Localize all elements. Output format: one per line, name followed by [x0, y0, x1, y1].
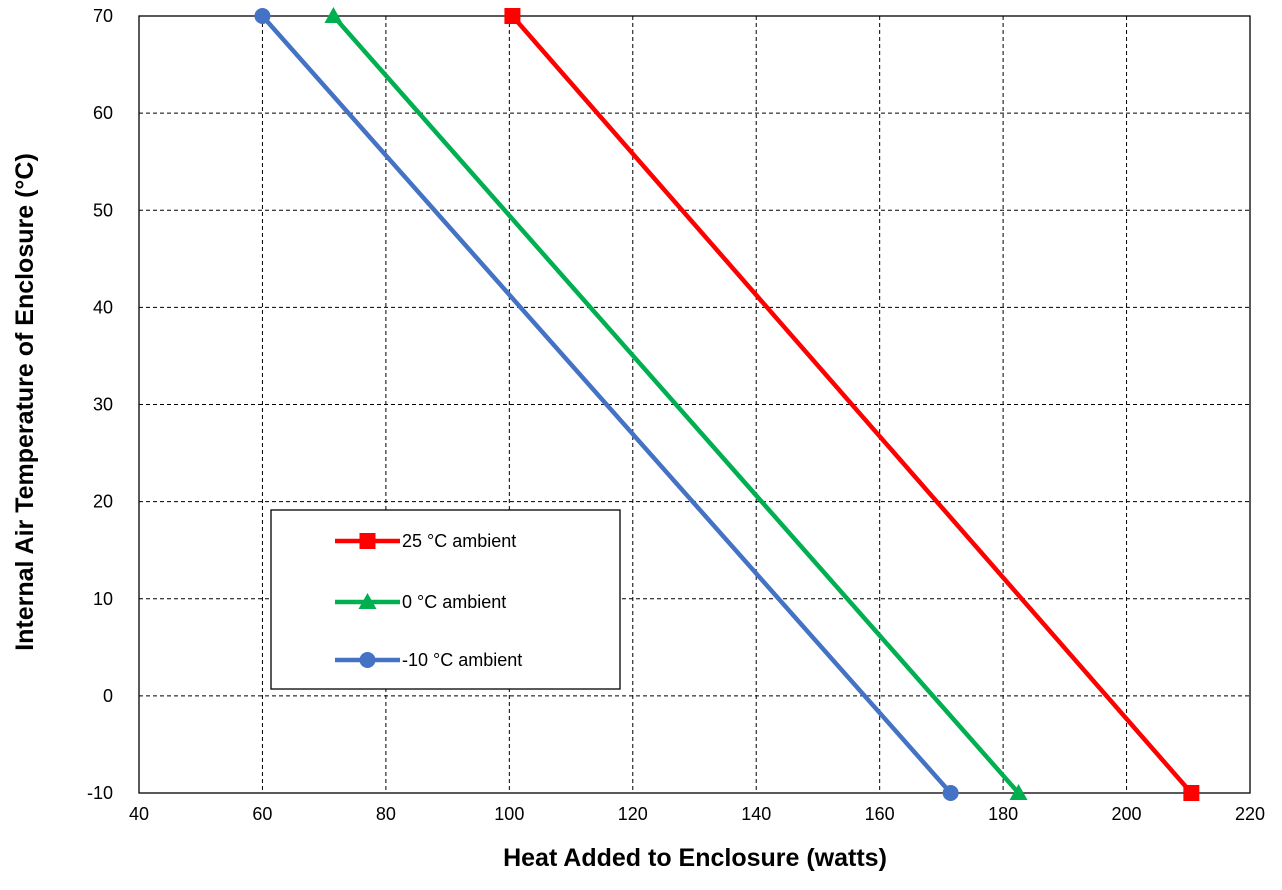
- legend: 25 °C ambient 0 °C ambient -10 °C ambient: [270, 509, 621, 690]
- legend-label: -10 °C ambient: [402, 650, 522, 670]
- series-layer: [254, 7, 1200, 801]
- data-point-circle: [254, 8, 271, 24]
- legend-item: 25 °C ambient: [335, 531, 516, 551]
- data-point-triangle: [324, 7, 343, 23]
- x-tick-label: 80: [376, 804, 396, 824]
- y-tick-labels: -10 0 10 20 30 40 50 60 70: [87, 6, 113, 803]
- y-tick-label: 60: [93, 103, 113, 123]
- y-axis-title: Internal Air Temperature of Enclosure (°…: [11, 153, 39, 651]
- x-tick-label: 60: [252, 804, 272, 824]
- legend-item: -10 °C ambient: [335, 650, 522, 670]
- y-tick-label: 0: [103, 686, 113, 706]
- x-tick-label: 120: [618, 804, 648, 824]
- x-tick-label: 100: [494, 804, 524, 824]
- series-3: [254, 8, 959, 801]
- legend-marker-square: [359, 533, 376, 549]
- data-point-triangle: [1009, 784, 1028, 800]
- series-line: [331, 14, 1021, 795]
- legend-marker-circle: [359, 652, 376, 668]
- y-tick-label: 20: [93, 492, 113, 512]
- data-point-circle: [942, 785, 959, 801]
- data-point-square: [1183, 785, 1200, 801]
- series-1: [504, 8, 1200, 801]
- x-tick-label: 40: [129, 804, 149, 824]
- x-tick-labels: 40 60 80 100 120 140 160 180 200 220: [129, 804, 1265, 824]
- series-line: [260, 14, 953, 795]
- y-tick-label: 40: [93, 297, 113, 317]
- legend-label: 0 °C ambient: [402, 592, 506, 612]
- x-tick-label: 180: [988, 804, 1018, 824]
- plot-area-border: [138, 15, 1251, 794]
- x-tick-label: 220: [1235, 804, 1265, 824]
- y-tick-label: 50: [93, 200, 113, 220]
- y-tick-label: 30: [93, 395, 113, 415]
- x-tick-label: 140: [741, 804, 771, 824]
- y-tick-label: 70: [93, 6, 113, 26]
- series-line: [510, 14, 1194, 795]
- legend-box: [270, 509, 621, 690]
- x-axis-title: Heat Added to Enclosure (watts): [503, 844, 887, 872]
- legend-label: 25 °C ambient: [402, 531, 516, 551]
- data-point-square: [504, 8, 521, 24]
- x-tick-label: 200: [1112, 804, 1142, 824]
- grid: [139, 16, 1250, 793]
- legend-marker-triangle: [358, 593, 377, 609]
- y-tick-label: 10: [93, 589, 113, 609]
- x-tick-label: 160: [865, 804, 895, 824]
- y-tick-label: -10: [87, 783, 113, 803]
- series-2: [324, 7, 1028, 800]
- legend-item: 0 °C ambient: [335, 592, 506, 612]
